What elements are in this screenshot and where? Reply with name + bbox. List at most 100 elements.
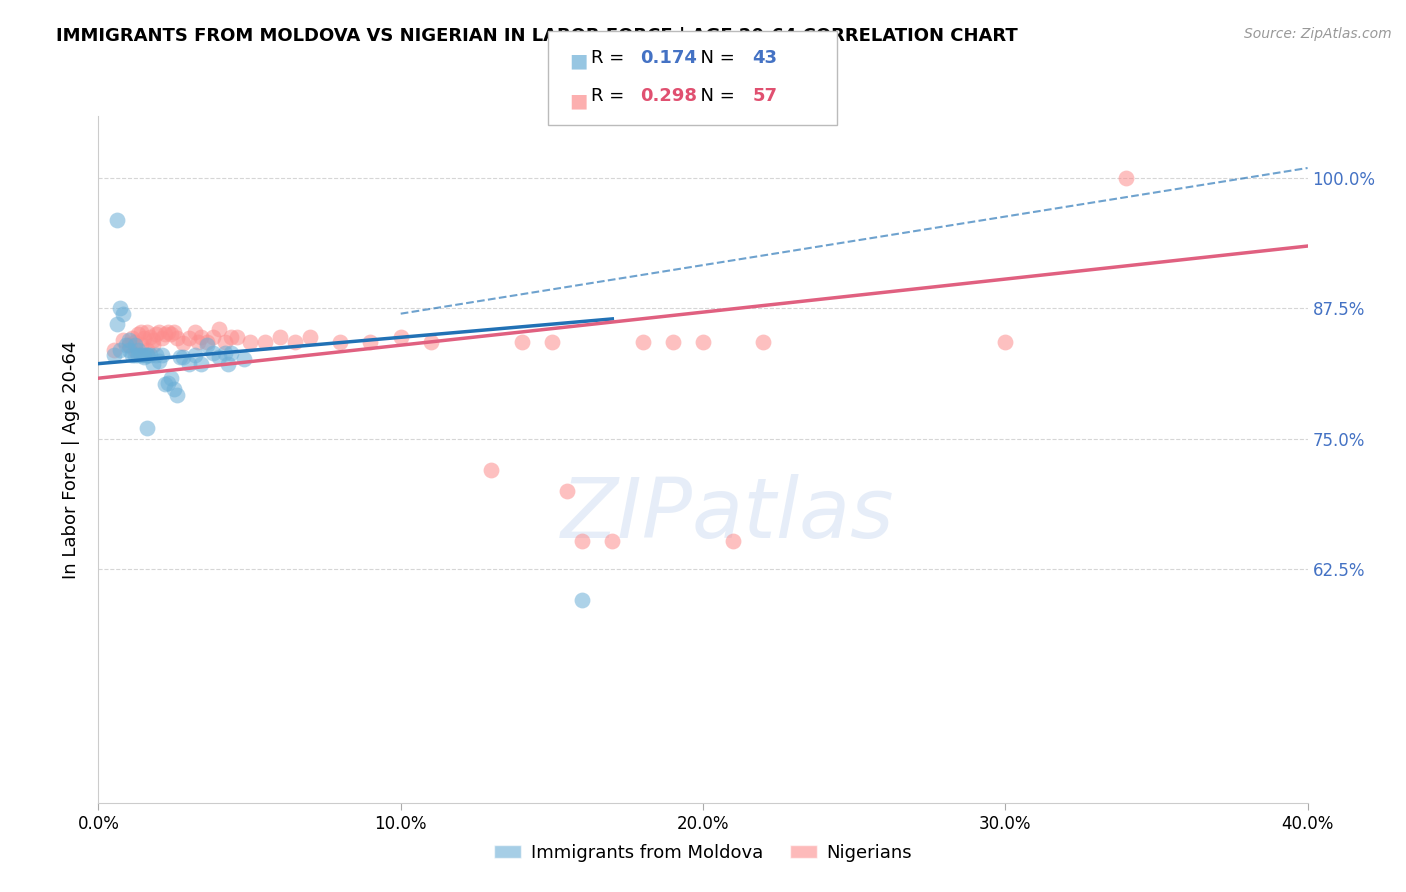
Point: [202, 329, 225, 343]
Point: [142, 357, 165, 371]
Point: [299, 329, 322, 343]
Point: [226, 329, 249, 343]
Point: [631, 334, 654, 349]
Point: [481, 463, 503, 477]
Point: [121, 331, 143, 345]
Point: [202, 346, 225, 360]
Point: [135, 348, 157, 362]
Point: [160, 371, 183, 385]
Point: [190, 329, 212, 343]
Point: [221, 346, 243, 360]
Text: 57: 57: [752, 87, 778, 105]
Point: [184, 348, 207, 362]
Point: [1115, 171, 1137, 186]
Point: [510, 334, 533, 349]
Point: [389, 329, 412, 343]
Point: [156, 326, 179, 340]
Point: [111, 333, 134, 347]
Point: [135, 421, 157, 435]
Point: [179, 331, 201, 345]
Point: [208, 322, 231, 336]
Point: [723, 533, 745, 548]
Point: [153, 327, 176, 342]
Point: [142, 338, 165, 352]
Point: [163, 326, 186, 340]
Point: [540, 334, 562, 349]
Text: 0.174: 0.174: [640, 49, 696, 67]
Point: [127, 327, 149, 342]
Text: Source: ZipAtlas.com: Source: ZipAtlas.com: [1244, 27, 1392, 41]
Text: N =: N =: [689, 49, 741, 67]
Point: [571, 592, 593, 607]
Point: [150, 348, 173, 362]
Point: [148, 326, 170, 340]
Point: [360, 334, 382, 349]
Point: [118, 338, 141, 352]
Point: [108, 343, 131, 358]
Text: ■: ■: [569, 52, 588, 70]
Point: [135, 343, 157, 358]
Point: [184, 326, 207, 340]
Point: [132, 351, 155, 365]
Point: [114, 338, 136, 352]
Point: [190, 357, 212, 371]
Legend: Immigrants from Moldova, Nigerians: Immigrants from Moldova, Nigerians: [488, 837, 918, 870]
Point: [150, 331, 173, 345]
Point: [135, 348, 157, 362]
Point: [692, 334, 714, 349]
Point: [153, 377, 176, 392]
Point: [179, 357, 201, 371]
Point: [420, 334, 443, 349]
Point: [269, 329, 291, 343]
Text: 43: 43: [752, 49, 778, 67]
Point: [172, 351, 194, 365]
Point: [118, 338, 141, 352]
Text: R =: R =: [591, 87, 630, 105]
Point: [118, 333, 141, 347]
Point: [124, 348, 146, 362]
Text: N =: N =: [689, 87, 741, 105]
Point: [145, 327, 167, 342]
Text: ■: ■: [569, 91, 588, 110]
Point: [105, 317, 128, 331]
Point: [124, 338, 146, 352]
Text: IMMIGRANTS FROM MOLDOVA VS NIGERIAN IN LABOR FORCE | AGE 20-64 CORRELATION CHART: IMMIGRANTS FROM MOLDOVA VS NIGERIAN IN L…: [56, 27, 1018, 45]
Point: [139, 348, 162, 362]
Y-axis label: In Labor Force | Age 20-64: In Labor Force | Age 20-64: [62, 340, 80, 579]
Point: [105, 213, 128, 227]
Point: [139, 329, 162, 343]
Point: [253, 334, 276, 349]
Point: [129, 348, 152, 362]
Point: [103, 348, 125, 362]
Point: [232, 352, 254, 367]
Point: [602, 533, 624, 548]
Text: 0.298: 0.298: [640, 87, 697, 105]
Point: [129, 338, 152, 352]
Point: [156, 376, 179, 391]
Point: [129, 326, 152, 340]
Point: [195, 334, 218, 349]
Point: [127, 343, 149, 358]
Point: [166, 388, 188, 402]
Point: [187, 334, 209, 349]
Point: [108, 301, 131, 316]
Point: [752, 334, 775, 349]
Point: [555, 483, 578, 498]
Point: [239, 334, 262, 349]
Point: [111, 307, 134, 321]
Point: [145, 348, 167, 362]
Point: [124, 343, 146, 358]
Point: [994, 334, 1017, 349]
Point: [169, 351, 191, 365]
Point: [208, 351, 231, 365]
Point: [329, 334, 352, 349]
Point: [142, 333, 165, 347]
Point: [195, 338, 218, 352]
Point: [571, 533, 593, 548]
Point: [284, 334, 307, 349]
Point: [160, 327, 183, 342]
Point: [127, 348, 149, 362]
Point: [103, 343, 125, 358]
Text: ZIPatlas: ZIPatlas: [561, 474, 894, 555]
Point: [214, 346, 236, 360]
